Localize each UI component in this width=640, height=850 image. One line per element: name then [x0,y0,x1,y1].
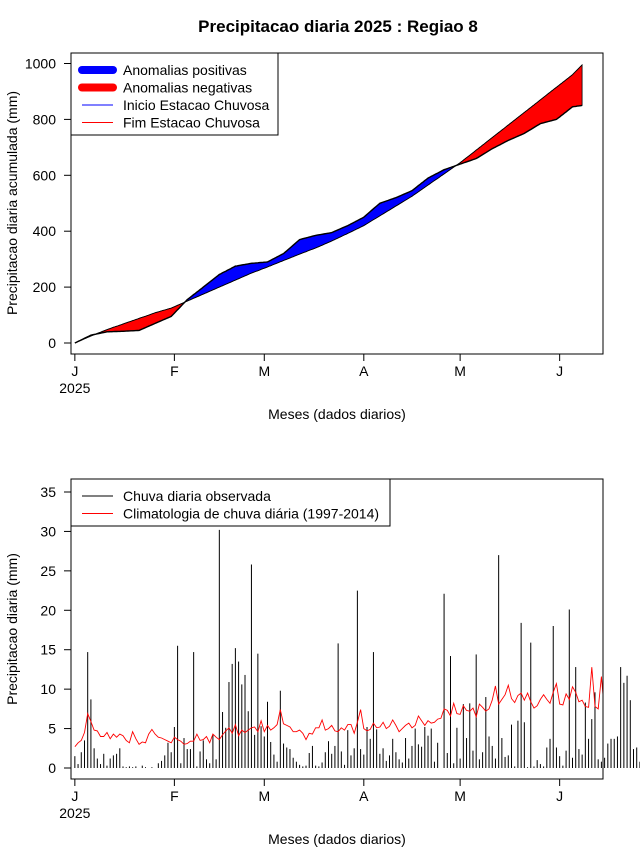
legend-label: Anomalias positivas [123,62,247,78]
negative-anomaly-area [455,63,583,166]
y-tick-label: 600 [33,167,57,183]
x-tick-label: J [71,788,78,804]
y-axis: 0 200 400 600 800 1000 [25,56,72,351]
x-tick-label: J [556,788,563,804]
x-axis-label: Meses (dados diarios) [268,406,406,422]
legend-label: Anomalias negativas [123,80,252,96]
y-axis: 0 5 10 15 20 25 30 35 [40,484,72,776]
x-tick-label: M [454,363,466,379]
year-label: 2025 [59,380,90,396]
y-tick-label: 0 [48,335,56,351]
observed-cumulative-line [74,104,583,344]
legend: Anomalias positivas Anomalias negativasIn… [70,52,279,136]
daily-bars [74,529,640,768]
legend-label: Chuva diaria observada [123,488,271,504]
x-tick-label: F [170,788,179,804]
x-tick-label: J [556,363,563,379]
climatology-daily-line [74,653,604,747]
legend-label: Inicio Estacao Chuvosa [123,97,270,113]
y-tick-label: 15 [40,642,56,658]
x-tick-label: M [454,788,466,804]
y-tick-label: 30 [40,523,56,539]
positive-anomaly-area [184,165,457,303]
y-tick-label: 1000 [25,56,56,72]
legend-box [70,478,391,527]
legend: Chuva diaria observada Climatologia de ch… [70,478,391,527]
y-tick-label: 25 [40,563,56,579]
y-tick-label: 5 [48,721,56,737]
x-axis-label: Meses (dados diarios) [268,831,406,847]
y-tick-label: 800 [33,111,57,127]
y-axis-label: Precipitacao diaria (mm) [4,553,20,705]
y-tick-label: 10 [40,681,56,697]
x-tick-label: A [359,363,369,379]
y-tick-label: 35 [40,484,56,500]
chart-title: Precipitacao diaria 2025 : Regiao 8 [198,17,478,36]
y-tick-label: 400 [33,223,57,239]
x-tick-label: A [359,788,369,804]
legend-label: Fim Estacao Chuvosa [123,115,260,131]
legend-label: Climatologia de chuva diária (1997-2014) [123,506,379,522]
y-tick-label: 20 [40,602,56,618]
climatology-cumulative-line [74,64,583,344]
y-tick-label: 200 [33,279,57,295]
y-tick-label: 0 [48,760,56,776]
y-axis-label: Precipitacao diaria acumulada (mm) [4,91,20,315]
x-tick-label: J [71,363,78,379]
x-tick-label: M [258,788,270,804]
x-tick-label: M [258,363,270,379]
year-label: 2025 [59,805,90,821]
x-tick-label: F [170,363,179,379]
